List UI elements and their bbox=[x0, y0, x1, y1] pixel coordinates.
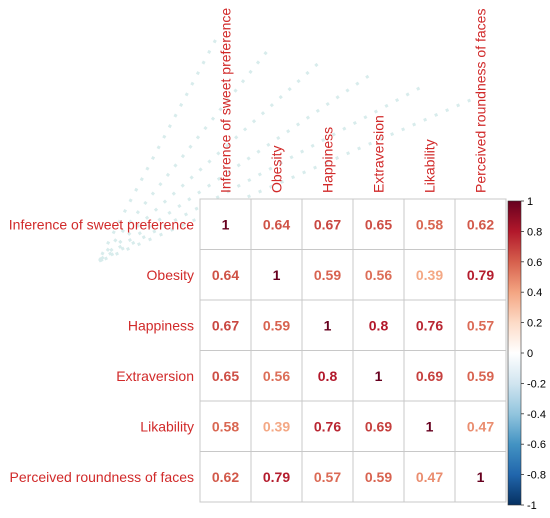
row-labels: Inference of sweet preference Obesity Happ… bbox=[9, 216, 194, 485]
dotted-guide-lines bbox=[96, 39, 472, 264]
cell-value-label: 0.67 bbox=[212, 317, 239, 333]
cell-value-label: 0.39 bbox=[416, 267, 443, 283]
cell-value-label: 0.47 bbox=[467, 418, 494, 434]
cell-value-label: 0.58 bbox=[212, 418, 239, 434]
legend-tick-label: 0.2 bbox=[527, 318, 542, 330]
legend-tick-label: -1 bbox=[527, 500, 537, 512]
column-label: Inference of sweet preference bbox=[218, 8, 234, 193]
cell-value-label: 0.69 bbox=[365, 418, 392, 434]
cell-value-label: 1 bbox=[222, 216, 230, 232]
legend-color-bar bbox=[507, 200, 522, 506]
cell-value-label: 0.57 bbox=[314, 469, 341, 485]
column-label: Likability bbox=[422, 139, 438, 193]
cell-value-label: 0.64 bbox=[212, 267, 239, 283]
cell-value-label: 0.79 bbox=[263, 469, 290, 485]
row-label: Happiness bbox=[128, 317, 194, 333]
cell-value-label: 0.62 bbox=[212, 469, 239, 485]
cell-value-label: 0.62 bbox=[467, 216, 494, 232]
color-legend: 1 0.8 0.6 0.4 0.2 0 -0.2 -0.4 -0.6 -0.8 -1 bbox=[507, 196, 546, 512]
cell-value-label: 0.58 bbox=[416, 216, 443, 232]
row-label: Likability bbox=[140, 418, 194, 434]
cell-value-label: 0.8 bbox=[369, 317, 389, 333]
cell-value-label: 1 bbox=[375, 368, 383, 384]
guide-line bbox=[96, 62, 319, 264]
cell-value-label: 0.59 bbox=[314, 267, 341, 283]
cell-value-label: 0.79 bbox=[467, 267, 494, 283]
row-label: Extraversion bbox=[116, 368, 194, 384]
guide-line bbox=[97, 98, 472, 264]
cell-value-label: 0.8 bbox=[318, 368, 338, 384]
cell-value-label: 0.56 bbox=[365, 267, 392, 283]
matrix-cells: 1 0.64 0.67 0.65 0.58 0.62 0.64 1 0.59 0.56 0.39 0.… bbox=[212, 216, 494, 485]
legend-tick-label: -0.2 bbox=[527, 378, 546, 390]
cell-value-label: 0.59 bbox=[365, 469, 392, 485]
column-label: Perceived roundness of faces bbox=[473, 9, 489, 193]
cell-value-label: 0.65 bbox=[212, 368, 239, 384]
cell-value-label: 0.64 bbox=[263, 216, 290, 232]
cell-value-label: 0.39 bbox=[263, 418, 290, 434]
cell-value-label: 1 bbox=[426, 418, 434, 434]
cell-value-label: 0.57 bbox=[467, 317, 494, 333]
cell-value-label: 0.56 bbox=[263, 368, 290, 384]
column-label: Happiness bbox=[320, 127, 336, 193]
cell-value-label: 0.59 bbox=[263, 317, 290, 333]
cell-value-label: 1 bbox=[477, 469, 485, 485]
row-label: Inference of sweet preference bbox=[9, 216, 194, 232]
legend-tick-label: 0.4 bbox=[527, 287, 542, 299]
column-label: Extraversion bbox=[371, 115, 387, 193]
legend-tick-label: 0.6 bbox=[527, 257, 542, 269]
matrix-grid bbox=[199, 198, 507, 503]
cell-value-label: 1 bbox=[273, 267, 281, 283]
cell-value-label: 0.59 bbox=[467, 368, 494, 384]
cell-value-label: 0.65 bbox=[365, 216, 392, 232]
guide-line bbox=[96, 51, 268, 263]
row-label: Perceived roundness of faces bbox=[10, 469, 194, 485]
legend-tick-label: 1 bbox=[527, 196, 533, 208]
legend-tick-label: -0.4 bbox=[527, 409, 546, 421]
guide-line bbox=[97, 86, 421, 264]
legend-tick-label: -0.6 bbox=[527, 439, 546, 451]
cell-value-label: 0.76 bbox=[314, 418, 341, 434]
legend-tick-label: 0.8 bbox=[527, 226, 542, 238]
cell-value-label: 0.76 bbox=[416, 317, 443, 333]
legend-tick-label: 0 bbox=[527, 348, 533, 360]
cell-value-label: 1 bbox=[324, 317, 332, 333]
cell-value-label: 0.67 bbox=[314, 216, 341, 232]
column-label: Obesity bbox=[269, 146, 285, 193]
cell-value-label: 0.69 bbox=[416, 368, 443, 384]
row-label: Obesity bbox=[147, 267, 194, 283]
cell-value-label: 0.47 bbox=[416, 469, 443, 485]
legend-tick-label: -0.8 bbox=[527, 470, 546, 482]
column-labels: Inference of sweet preference Obesity Happ… bbox=[218, 8, 489, 193]
